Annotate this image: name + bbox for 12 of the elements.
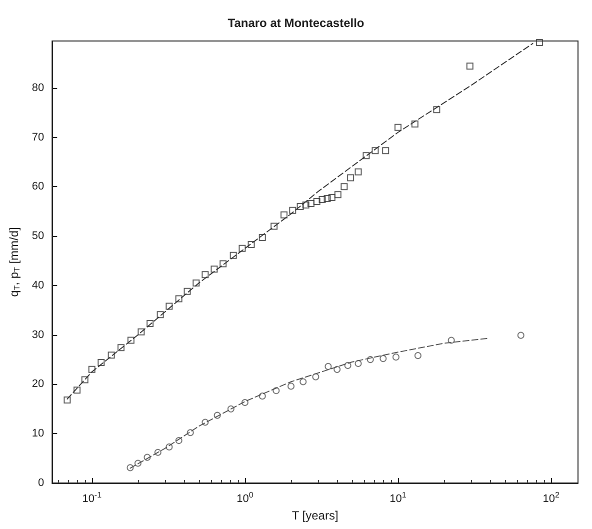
y-tick-label: 30 xyxy=(32,328,44,341)
y-tick-label: 20 xyxy=(32,378,44,390)
y-tick-label: 70 xyxy=(32,131,44,144)
y-axis-title: qT, pT [mm/d] xyxy=(7,227,22,297)
x-axis-title: T [years] xyxy=(292,508,338,522)
y-tick-label: 40 xyxy=(32,279,44,292)
y-tick-label: 50 xyxy=(32,230,44,242)
y-tick-label: 0 xyxy=(38,477,44,489)
y-tick-label: 60 xyxy=(32,180,44,193)
y-tick-label: 10 xyxy=(32,428,44,440)
chart-title: Tanaro at Montecastello xyxy=(228,16,364,30)
y-tick-label: 80 xyxy=(32,82,44,94)
